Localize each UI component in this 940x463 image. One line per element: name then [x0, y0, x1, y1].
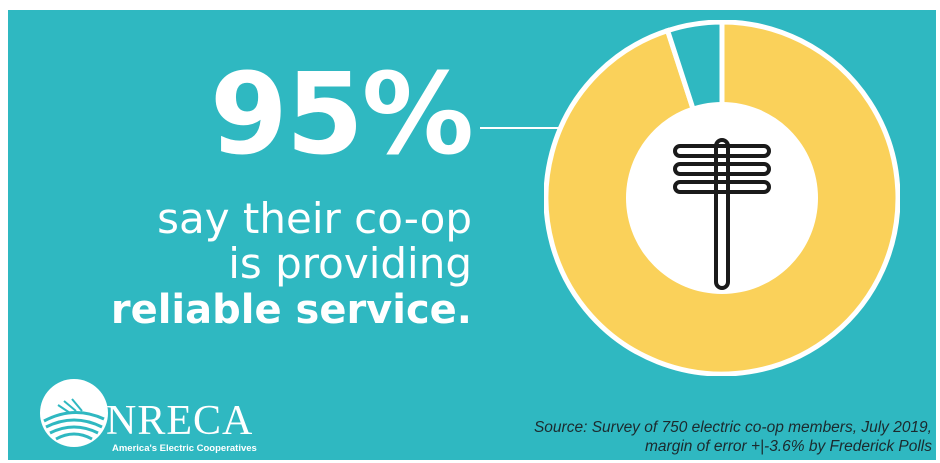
donut-slice-0	[544, 20, 900, 376]
donut-hole	[626, 102, 818, 294]
logo-wordmark: NRECA	[106, 398, 254, 444]
headline-percent: 95%	[209, 50, 474, 180]
leader-line	[480, 127, 598, 129]
sunrise-icon	[40, 379, 108, 447]
headline-line-3: reliable service.	[110, 287, 472, 333]
headline-line-2: is providing	[228, 239, 472, 288]
headline-line-1: say their co-op	[157, 194, 472, 243]
logo-tagline: America's Electric Cooperatives	[112, 443, 257, 454]
infographic-panel: 95% say their co-op is providing reliabl…	[8, 10, 936, 460]
donut-chart	[544, 20, 900, 376]
source-line-2: margin of error +|-3.6% by Frederick Pol…	[645, 438, 932, 455]
nreca-logo	[40, 379, 108, 447]
utility-pole-icon	[673, 138, 771, 290]
source-line-1: Source: Survey of 750 electric co-op mem…	[533, 419, 932, 436]
